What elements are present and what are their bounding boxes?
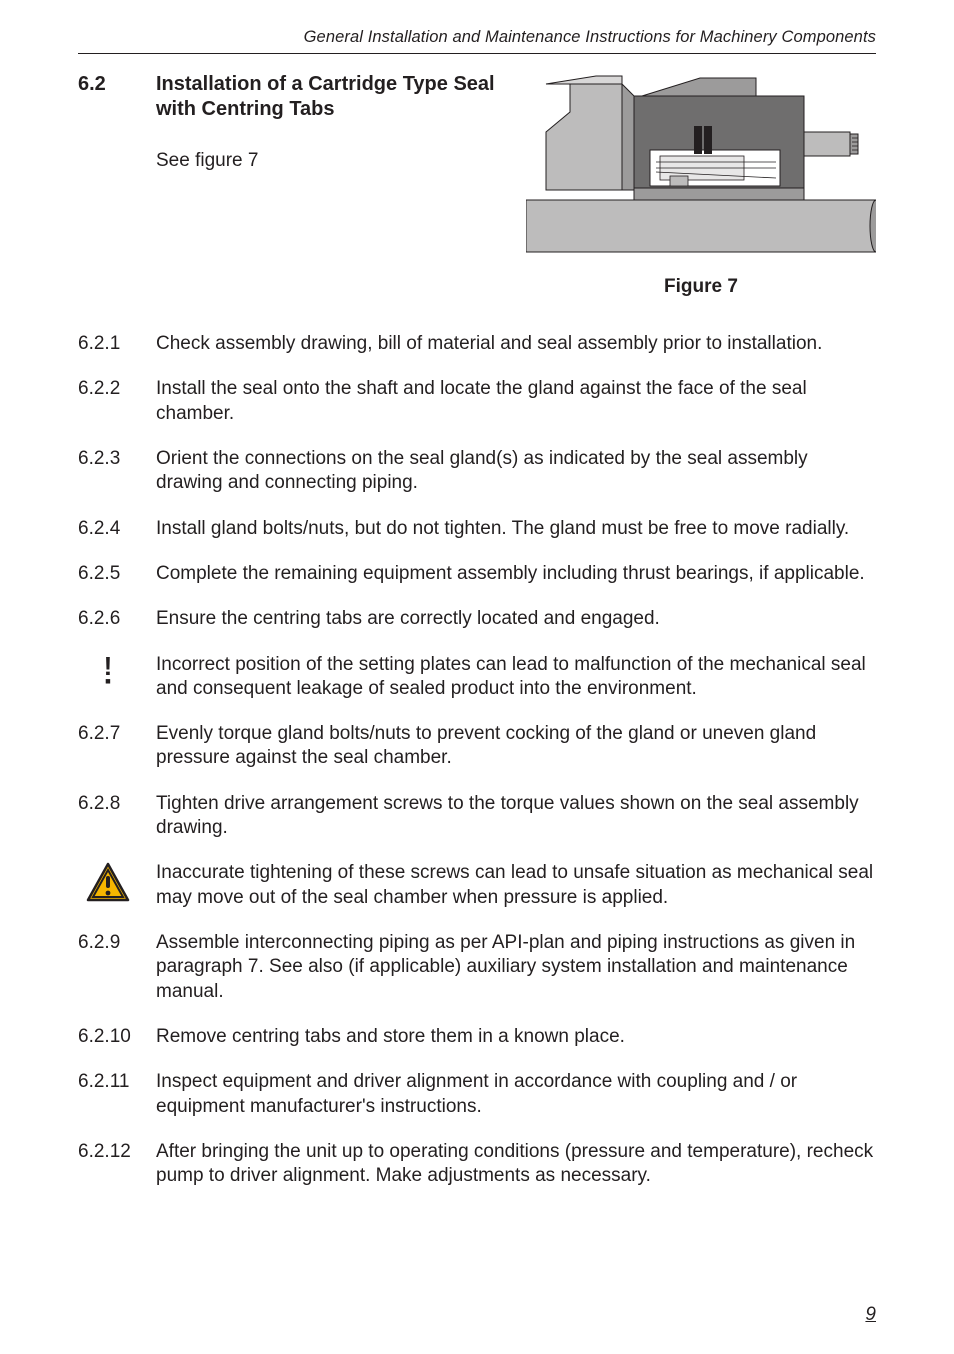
- section-head-text: 6.2 Installation of a Cartridge Type Sea…: [78, 72, 498, 172]
- instruction-list: 6.2.1 Check assembly drawing, bill of ma…: [78, 332, 876, 1189]
- item-number: 6.2.12: [78, 1140, 138, 1164]
- caution-bang-icon: !▪: [78, 653, 138, 687]
- item-number: 6.2.7: [78, 722, 138, 746]
- item-text: Assemble interconnecting piping as per A…: [156, 931, 876, 1004]
- item-text: Remove centring tabs and store them in a…: [156, 1025, 876, 1049]
- item-text: Orient the connections on the seal gland…: [156, 447, 876, 496]
- list-item: 6.2.7 Evenly torque gland bolts/nuts to …: [78, 722, 876, 771]
- list-item: 6.2.10 Remove centring tabs and store th…: [78, 1025, 876, 1049]
- item-number: 6.2.5: [78, 562, 138, 586]
- item-text: Complete the remaining equipment assembl…: [156, 562, 876, 586]
- section-title-line1: Installation of a Cartridge Type Seal: [156, 73, 495, 95]
- item-text: After bringing the unit up to operating …: [156, 1140, 876, 1189]
- section-title-line2: with Centring Tabs: [156, 98, 335, 120]
- page-number: 9: [865, 1304, 876, 1326]
- list-item: 6.2.9 Assemble interconnecting piping as…: [78, 931, 876, 1004]
- list-item: 6.2.12 After bringing the unit up to ope…: [78, 1140, 876, 1189]
- item-text: Inaccurate tightening of these screws ca…: [156, 861, 876, 910]
- item-number: 6.2.4: [78, 517, 138, 541]
- item-text: Inspect equipment and driver alignment i…: [156, 1070, 876, 1119]
- list-item: 6.2.8 Tighten drive arrangement screws t…: [78, 792, 876, 841]
- item-number: 6.2.8: [78, 792, 138, 816]
- item-number: 6.2.11: [78, 1070, 138, 1094]
- list-item: 6.2.11 Inspect equipment and driver alig…: [78, 1070, 876, 1119]
- item-number: 6.2.2: [78, 377, 138, 401]
- cartridge-seal-figure: [526, 72, 876, 270]
- item-text: Incorrect position of the setting plates…: [156, 653, 876, 702]
- item-number: 6.2.10: [78, 1025, 138, 1049]
- item-text: Install gland bolts/nuts, but do not tig…: [156, 517, 876, 541]
- item-number: 6.2.6: [78, 607, 138, 631]
- list-item-caution: !▪ Incorrect position of the setting pla…: [78, 653, 876, 702]
- item-number: 6.2.9: [78, 931, 138, 955]
- section-title: Installation of a Cartridge Type Seal wi…: [156, 72, 495, 122]
- item-number: 6.2.3: [78, 447, 138, 471]
- section-head-block: 6.2 Installation of a Cartridge Type Sea…: [78, 72, 876, 298]
- header-rule: [78, 53, 876, 54]
- list-item: 6.2.6 Ensure the centring tabs are corre…: [78, 607, 876, 631]
- item-number: 6.2.1: [78, 332, 138, 356]
- figure-block: Figure 7: [526, 72, 876, 298]
- list-item: 6.2.3 Orient the connections on the seal…: [78, 447, 876, 496]
- item-text: Evenly torque gland bolts/nuts to preven…: [156, 722, 876, 771]
- figure-caption: Figure 7: [526, 276, 876, 298]
- running-header: General Installation and Maintenance Ins…: [78, 28, 876, 47]
- item-text: Check assembly drawing, bill of material…: [156, 332, 876, 356]
- list-item: 6.2.2 Install the seal onto the shaft an…: [78, 377, 876, 426]
- list-item: 6.2.5 Complete the remaining equipment a…: [78, 562, 876, 586]
- item-text: Install the seal onto the shaft and loca…: [156, 377, 876, 426]
- item-text: Tighten drive arrangement screws to the …: [156, 792, 876, 841]
- see-figure-text: See figure 7: [156, 150, 498, 172]
- section-heading-row: 6.2 Installation of a Cartridge Type Sea…: [78, 72, 498, 122]
- list-item: 6.2.4 Install gland bolts/nuts, but do n…: [78, 517, 876, 541]
- section-number: 6.2: [78, 72, 134, 97]
- list-item-warning: Inaccurate tightening of these screws ca…: [78, 861, 876, 910]
- warning-triangle-icon: [78, 861, 138, 902]
- item-text: Ensure the centring tabs are correctly l…: [156, 607, 876, 631]
- list-item: 6.2.1 Check assembly drawing, bill of ma…: [78, 332, 876, 356]
- page: General Installation and Maintenance Ins…: [0, 0, 954, 1354]
